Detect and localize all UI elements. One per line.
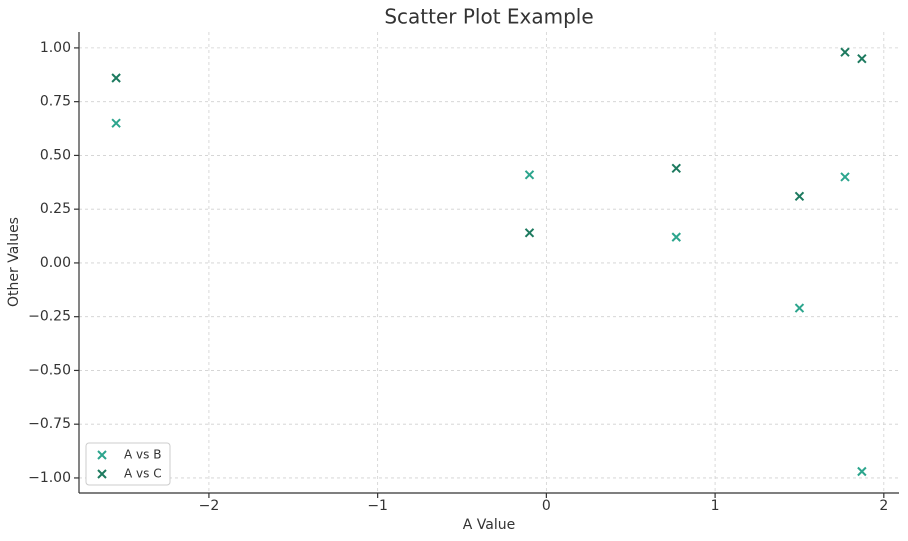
x-tick-label: 0 xyxy=(542,498,551,514)
legend-label: A vs C xyxy=(124,467,162,481)
y-tick-label: 0.00 xyxy=(40,255,71,271)
legend-marker xyxy=(97,469,107,479)
y-tick-label: 0.50 xyxy=(40,147,71,163)
point xyxy=(671,232,681,242)
point xyxy=(524,228,535,238)
chart-title: Scatter Plot Example xyxy=(384,5,593,29)
point xyxy=(840,47,850,57)
point xyxy=(111,118,121,128)
point xyxy=(794,303,805,313)
y-tick-label: 1.00 xyxy=(40,40,71,56)
y-tick-label: 0.25 xyxy=(40,201,71,217)
legend-marker xyxy=(97,450,107,460)
point xyxy=(111,73,121,83)
y-tick-label: −0.50 xyxy=(28,362,71,378)
x-tick-label: 2 xyxy=(879,498,888,514)
legend-box xyxy=(85,442,171,486)
y-tick-label: −0.25 xyxy=(28,309,71,325)
y-tick-label: −0.75 xyxy=(28,416,71,432)
point xyxy=(840,172,850,182)
legend-label: A vs B xyxy=(124,448,161,462)
y-axis-label: Other Values xyxy=(6,217,22,307)
point xyxy=(794,191,805,201)
point xyxy=(524,170,535,180)
point xyxy=(671,163,681,174)
x-tick-label: 1 xyxy=(711,498,720,514)
point xyxy=(857,466,867,477)
x-axis-label: A Value xyxy=(463,517,515,533)
point xyxy=(857,53,867,64)
y-tick-label: −1.00 xyxy=(28,470,71,486)
x-tick-label: −1 xyxy=(367,498,388,514)
x-tick-label: −2 xyxy=(199,498,220,514)
y-tick-label: 0.75 xyxy=(40,94,71,110)
